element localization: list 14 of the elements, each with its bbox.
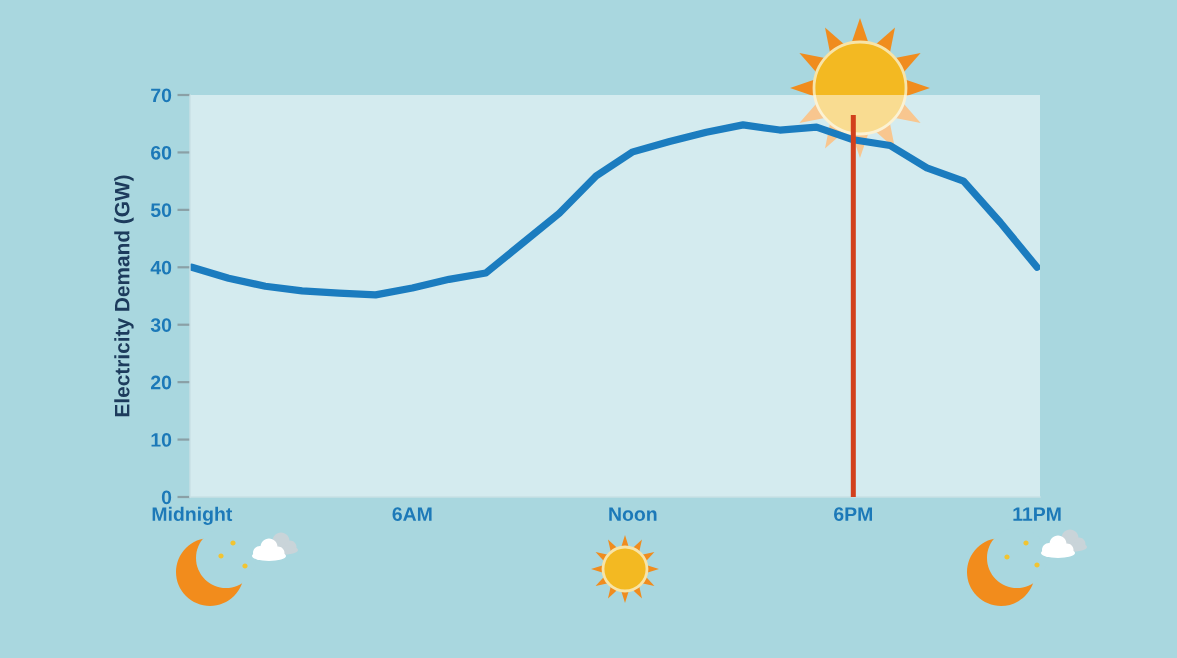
y-tick-label: 10 — [151, 433, 172, 447]
y-tick-label: 0 — [161, 490, 172, 505]
x-tick-label: Noon — [609, 507, 657, 521]
x-tick-label: Midnight — [152, 506, 233, 525]
y-tick-label: 70 — [151, 88, 172, 103]
y-tick-label: 30 — [150, 318, 172, 332]
y-tick-label: 20 — [150, 375, 172, 390]
x-tick-label: 6AM — [392, 507, 432, 521]
y-tick-label: 50 — [150, 203, 172, 218]
y-tick-label: 60 — [151, 145, 172, 160]
y-tick-label: 40 — [150, 260, 172, 275]
x-tick-label: 11PM — [1013, 507, 1061, 521]
x-tick-label: 6PM — [834, 507, 873, 521]
y-axis-title: Electricity Demand (GW) — [114, 175, 134, 417]
